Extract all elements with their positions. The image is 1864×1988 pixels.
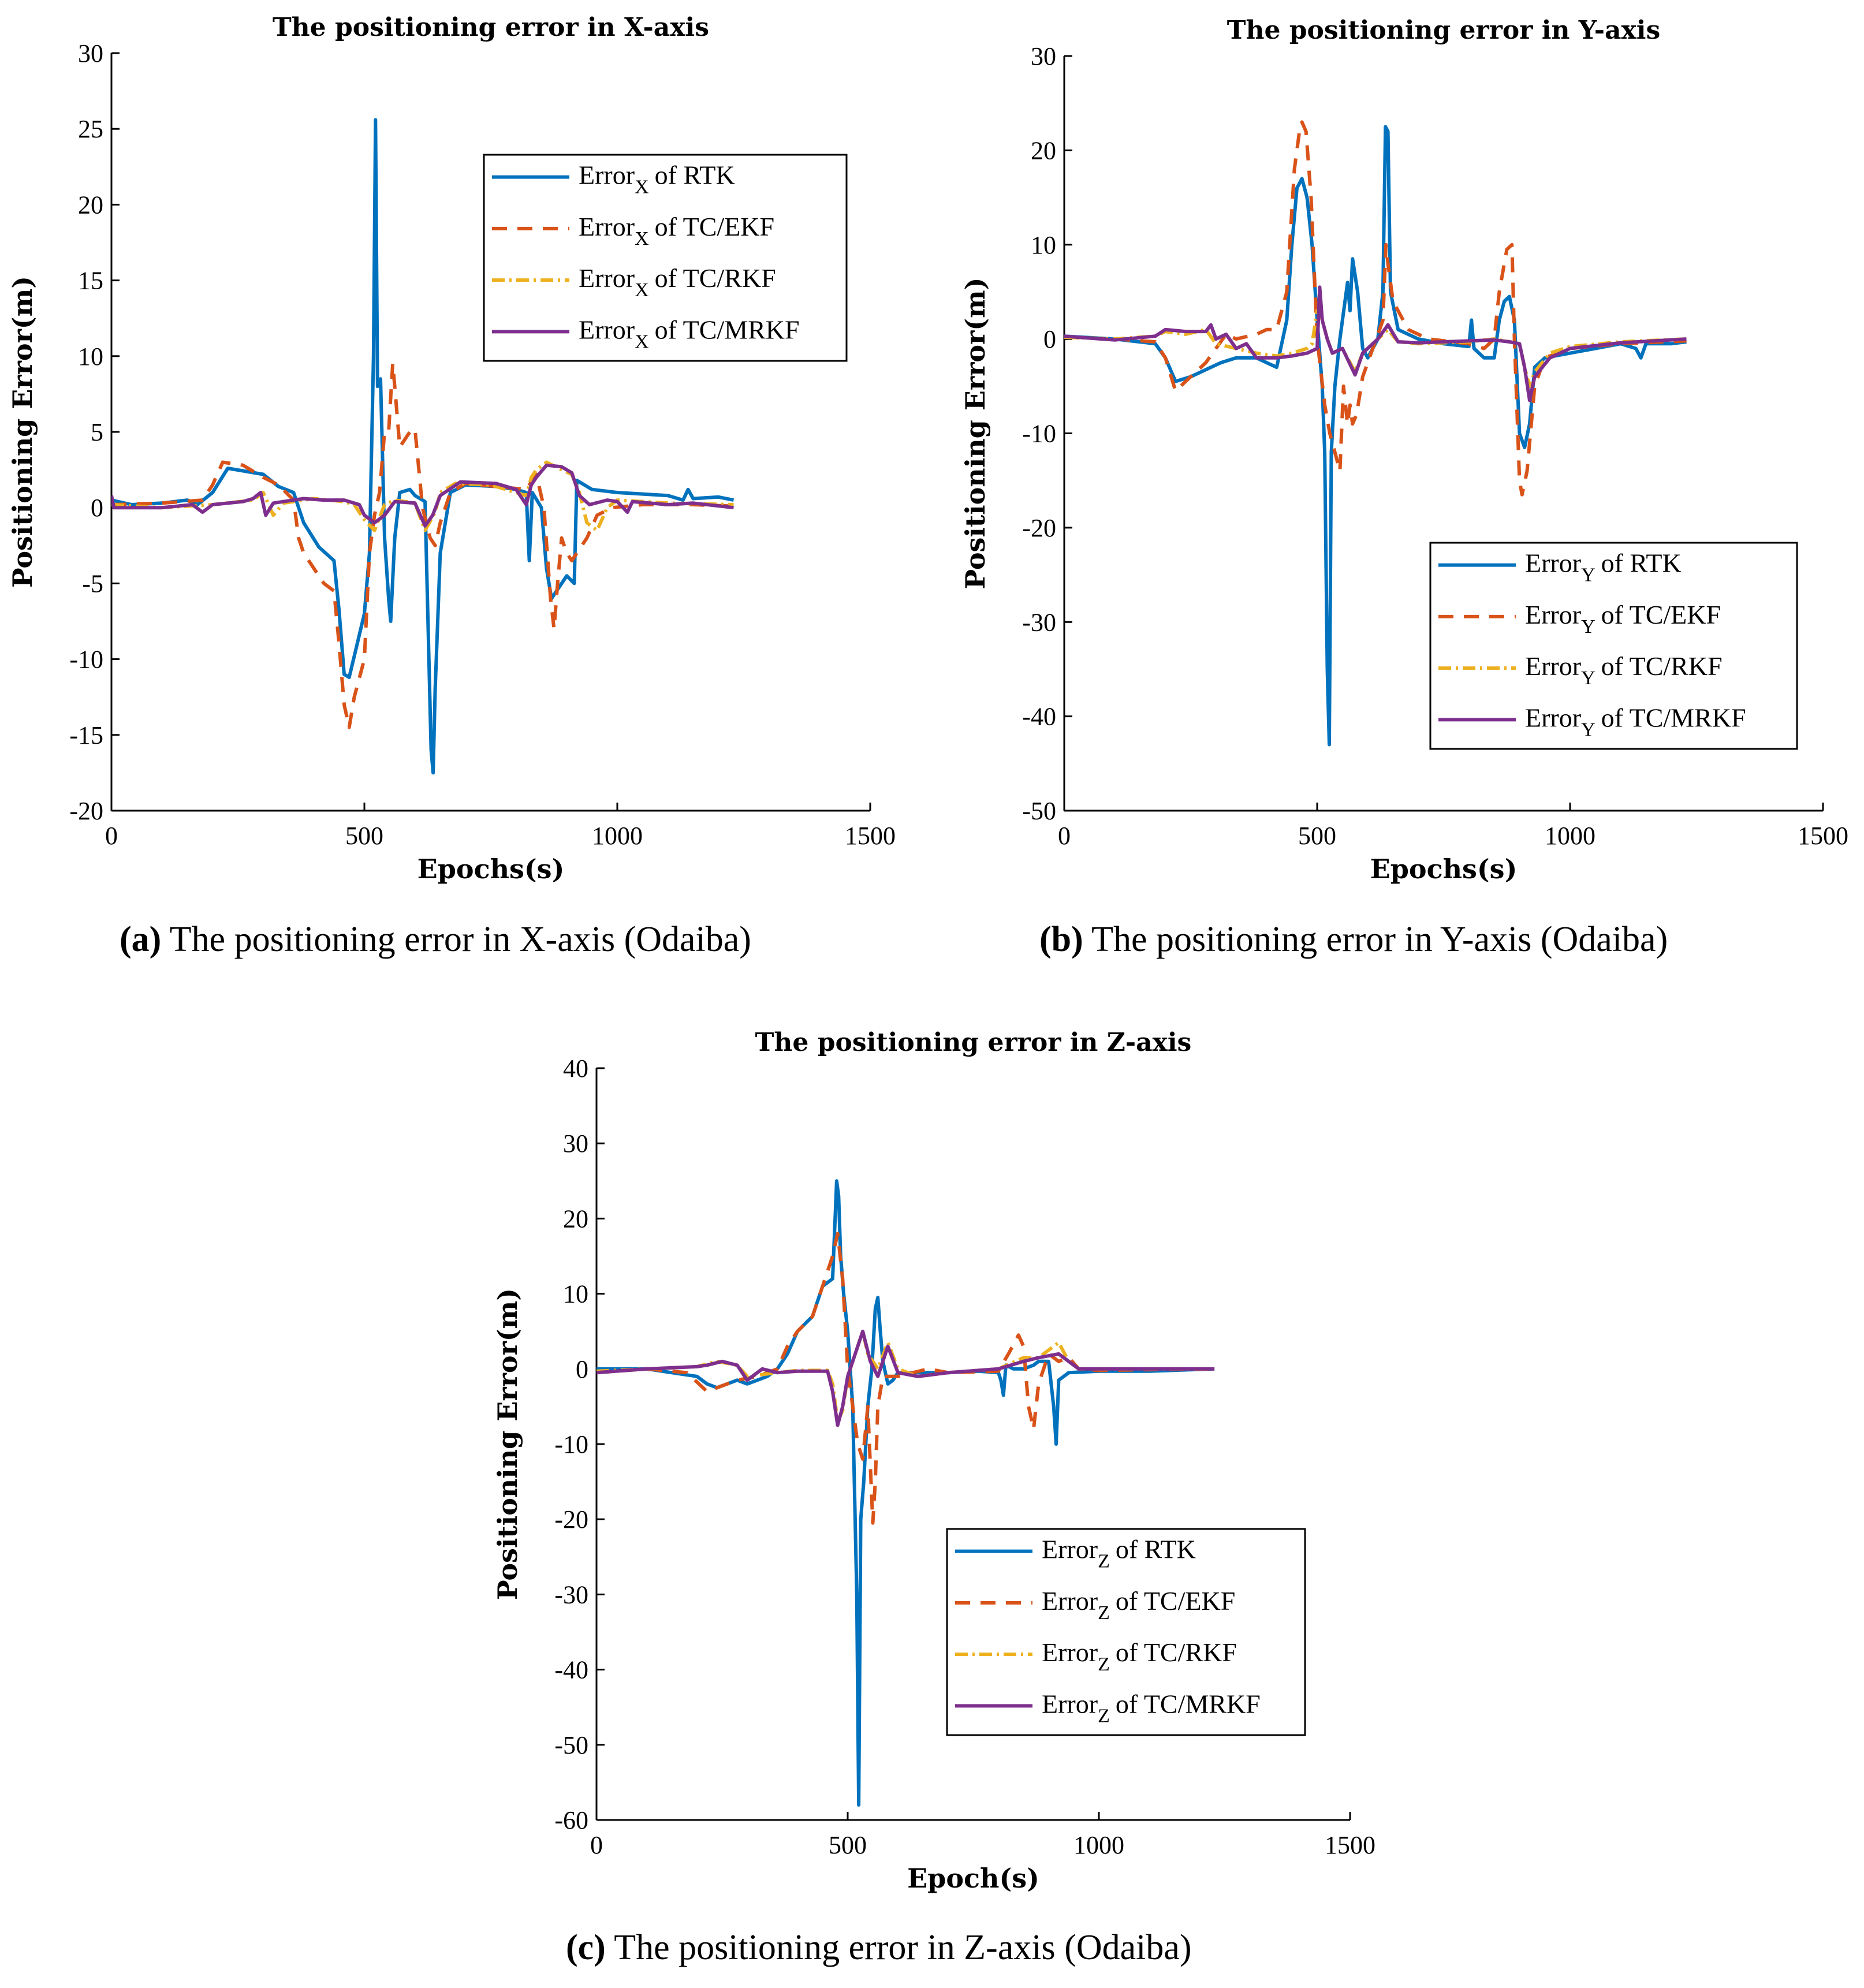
caption-c-text: The positioning error in Z-axis (Odaiba) [605,1928,1192,1967]
z-chart-ytick-label: -60 [554,1806,588,1834]
caption-c-letter: (c) [566,1928,606,1967]
z-chart-xtick-label: 500 [829,1831,867,1859]
y-chart-ytick-label: 10 [1031,231,1056,259]
z-chart-legend: ErrorZ of RTK ErrorZ of TC/EKF ErrorZ of TC/R… [946,1528,1306,1736]
z-chart-ytick-label: 10 [563,1280,588,1308]
y-chart-title: The positioning error in Y-axis [1227,16,1661,45]
y-chart-ytick-label: -50 [1022,797,1056,825]
z-chart-xtick-label: 1500 [1325,1831,1375,1859]
z-chart-series-tc-ekf [597,1232,1215,1525]
x-chart-legend-box [483,154,848,362]
z-chart-ytick-label: 20 [563,1204,588,1233]
x-chart-ytick-label: 0 [91,494,103,522]
y-chart-legend-label: ErrorY of TC/MRKF [1525,703,1746,740]
caption-c: (c) The positioning error in Z-axis (Oda… [566,1927,1192,1968]
z-chart-ytick-label: -50 [554,1731,588,1759]
y-chart-legend-label: ErrorY of TC/RKF [1525,651,1723,689]
caption-b: (b) The positioning error in Y-axis (Oda… [1039,919,1668,960]
x-chart-xtick-label: 1000 [592,822,643,850]
y-chart-xtick-label: 500 [1298,822,1336,850]
x-chart-ytick-label: 10 [78,342,103,371]
caption-a-text: The positioning error in X-axis (Odaiba) [161,920,751,959]
x-chart-ytick-label: 30 [78,39,103,68]
z-chart-ytick-label: 40 [563,1054,588,1083]
x-chart-ylabel: Positioning Error(m) [7,276,38,588]
y-chart-series-tc-mrkf [1064,285,1687,402]
y-chart-ytick-label: -20 [1022,514,1056,542]
z-chart-title: The positioning error in Z-axis [755,1028,1192,1057]
y-chart-xlabel: Epochs(s) [1370,853,1518,885]
caption-b-letter: (b) [1039,920,1083,959]
y-chart-legend-box [1429,542,1798,750]
y-chart: -50 -40 -30 -20 -10 0 10 20 30 0 500 1000 1500 The po… [960,16,1848,885]
z-chart-ytick-label: -40 [554,1656,588,1684]
x-chart-ytick-label: -20 [69,797,103,825]
x-chart-ytick-label: 15 [78,267,103,295]
x-chart-series-tc-ekf [111,361,734,729]
z-chart-xtick-label: 0 [590,1831,603,1859]
x-chart-legend-label: ErrorX of RTK [579,161,735,198]
z-chart-ytick-label: 0 [576,1355,588,1383]
y-chart-series-rtk [1064,125,1687,747]
caption-a-letter: (a) [120,920,162,959]
y-chart-ytick-label: -10 [1022,420,1056,448]
y-chart-xtick-label: 1000 [1545,822,1595,850]
y-chart-ytick-label: 20 [1031,136,1056,165]
z-chart-ytick-label: -30 [554,1580,588,1609]
x-chart-ytick-label: 20 [78,191,103,219]
x-chart: -20 -15 -10 -5 0 5 10 15 20 25 30 0 500 1000 1500 The p… [7,13,896,885]
z-chart-ytick-label: -20 [554,1505,588,1534]
x-chart-series-rtk [111,118,735,775]
y-chart-ytick-label: -30 [1022,608,1056,636]
y-chart-ytick-label: 30 [1031,42,1056,70]
x-chart-ytick-label: -15 [69,721,103,749]
x-chart-legend-label: ErrorX of TC/MRKF [579,315,800,352]
y-chart-xtick-label: 0 [1058,822,1071,850]
z-chart-legend-box [946,1528,1306,1736]
x-chart-xtick-label: 0 [105,822,118,850]
z-chart-legend-label: ErrorZ of TC/RKF [1042,1638,1237,1675]
y-chart-legend-label: ErrorY of TC/EKF [1525,600,1721,637]
x-chart-title: The positioning error in X-axis [273,13,709,42]
caption-a: (a) The positioning error in X-axis (Oda… [120,919,751,960]
x-chart-legend-label: ErrorX of TC/RKF [579,263,776,301]
y-chart-ylabel: Positioning Error(m) [960,277,991,589]
y-chart-xtick-label: 1500 [1798,822,1848,850]
x-chart-xtick-label: 1500 [845,822,896,850]
z-chart-legend-label: ErrorZ of TC/MRKF [1042,1689,1261,1726]
z-chart-series-tc-mrkf [597,1329,1215,1427]
z-chart-legend-label: ErrorZ of RTK [1042,1535,1196,1572]
y-chart-ytick-label: -40 [1022,703,1056,731]
x-chart-legend: ErrorX of RTK ErrorX of TC/EKF ErrorX of TC/R… [483,154,848,362]
y-chart-ytick-label: 0 [1043,325,1056,353]
x-chart-series-tc-mrkf [111,463,734,528]
y-chart-legend-label: ErrorY of RTK [1525,549,1682,586]
z-chart-xtick-label: 1000 [1073,1831,1124,1859]
x-chart-xtick-label: 500 [345,822,383,850]
x-chart-legend-label: ErrorX of TC/EKF [579,212,774,249]
z-chart: -60 -50 -40 -30 -20 -10 0 10 20 30 40 0 500 1000 1500 T… [492,1028,1375,1894]
z-chart-legend-label: ErrorZ of TC/EKF [1042,1586,1235,1624]
z-chart-ytick-label: 30 [563,1129,588,1158]
x-chart-xlabel: Epochs(s) [417,853,565,885]
x-chart-ytick-label: 5 [91,418,103,446]
x-chart-ytick-label: 25 [78,115,103,143]
z-chart-ylabel: Positioning Error(m) [492,1288,523,1600]
z-chart-ytick-label: -10 [554,1430,588,1459]
caption-b-text: The positioning error in Y-axis (Odaiba) [1083,920,1668,959]
x-chart-ytick-label: -10 [69,646,103,674]
z-chart-xlabel: Epoch(s) [907,1863,1039,1894]
y-chart-series-tc-ekf [1064,120,1687,497]
y-chart-legend: ErrorY of RTK ErrorY of TC/EKF ErrorY of TC/R… [1429,542,1798,750]
x-chart-ytick-label: -5 [82,569,103,598]
